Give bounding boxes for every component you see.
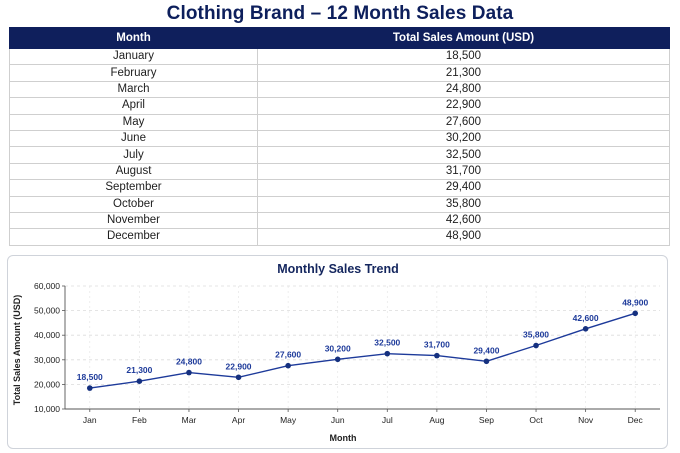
data-label: 32,500 — [374, 338, 400, 348]
table-row: December 48,900 — [9, 228, 670, 246]
data-point — [86, 385, 93, 391]
x-tick-label: Jul — [382, 415, 393, 425]
data-point — [235, 374, 242, 381]
data-label: 22,900 — [226, 361, 252, 371]
x-tick-label: Nov — [578, 415, 594, 425]
table-row: July 32,500 — [9, 146, 670, 164]
month-cell: November — [9, 211, 258, 230]
data-label: 42,600 — [573, 313, 599, 323]
month-cell: March — [9, 80, 258, 99]
sales-cell: 42,600 — [257, 211, 670, 230]
month-cell: July — [9, 146, 258, 164]
data-label: 35,800 — [523, 330, 549, 340]
table-row: June 30,200 — [9, 129, 670, 148]
x-axis-label: Month — [330, 433, 357, 443]
data-label: 31,700 — [424, 340, 450, 350]
data-point — [334, 356, 341, 363]
table-row: September 29,400 — [9, 179, 670, 197]
table-row: August 31,700 — [9, 162, 670, 181]
x-tick-label: Jan — [83, 415, 97, 425]
y-tick-label: 30,000 — [34, 355, 60, 365]
table-row: May 27,600 — [9, 113, 670, 131]
grid-layer — [65, 285, 660, 409]
month-column-header: Month — [9, 27, 258, 49]
month-cell: October — [9, 195, 258, 213]
y-tick-label: 50,000 — [34, 306, 60, 316]
y-tick-label: 60,000 — [34, 281, 60, 291]
page-title: Clothing Brand – 12 Month Sales Data — [166, 3, 514, 24]
sales-cell: 48,900 — [257, 228, 670, 246]
month-cell: September — [9, 179, 258, 197]
data-label: 29,400 — [473, 345, 499, 355]
month-cell: December — [9, 228, 258, 246]
y-tick-label: 20,000 — [34, 379, 60, 389]
data-point — [136, 378, 143, 385]
series-line — [89, 312, 636, 389]
data-point — [533, 342, 539, 349]
data-point — [582, 326, 589, 332]
sales-cell: 27,600 — [257, 113, 670, 131]
month-cell: January — [9, 47, 258, 66]
sales-cell: 30,200 — [257, 129, 670, 148]
sales-cell: 22,900 — [257, 97, 670, 115]
x-tick-label: Dec — [628, 415, 644, 425]
data-label: 48,900 — [622, 297, 648, 307]
data-point — [384, 350, 391, 357]
month-cell: February — [9, 64, 258, 82]
table-body: January 18,500 February 21,300 March 24,800 Ap… — [9, 47, 670, 246]
data-point — [632, 310, 639, 317]
data-label: 24,800 — [176, 357, 202, 367]
data-label: 21,300 — [126, 365, 152, 375]
sales-cell: 29,400 — [257, 179, 670, 197]
table-row: February 21,300 — [9, 64, 670, 82]
table-header-row: Month Total Sales Amount (USD) — [9, 27, 670, 49]
series-layer: 18,500 21,300 24,800 22,900 27,600 30,200 32,5… — [77, 297, 648, 391]
data-label: 18,500 — [77, 372, 103, 382]
table-row: November 42,600 — [9, 211, 670, 230]
month-cell: April — [9, 97, 258, 115]
x-tick-label: Oct — [529, 415, 543, 425]
chart-title: Monthly Sales Trend — [277, 262, 399, 276]
x-tick-label: Sep — [479, 415, 494, 425]
sales-cell: 32,500 — [257, 146, 670, 164]
month-cell: May — [9, 113, 258, 131]
sales-cell: 24,800 — [257, 80, 670, 99]
axis-layer: 10,000 20,000 30,000 40,000 50,000 60,000 Jan F… — [34, 281, 660, 425]
y-tick-label: 40,000 — [34, 330, 60, 340]
data-point — [186, 369, 192, 376]
x-tick-label: May — [280, 415, 297, 425]
sales-table: Month Total Sales Amount (USD) January 18… — [9, 27, 670, 246]
data-point — [483, 358, 490, 365]
table-row: March 24,800 — [9, 80, 670, 99]
y-axis-label: Total Sales Amount (USD) — [12, 295, 22, 406]
sales-column-header: Total Sales Amount (USD) — [257, 27, 670, 49]
table-row: April 22,900 — [9, 97, 670, 115]
data-point — [285, 362, 291, 369]
x-tick-label: Feb — [132, 415, 147, 425]
data-point — [434, 352, 440, 359]
x-tick-label: Apr — [232, 415, 245, 425]
sales-cell: 35,800 — [257, 195, 670, 213]
data-label: 30,200 — [325, 343, 351, 353]
sales-cell: 31,700 — [257, 162, 670, 181]
data-label: 27,600 — [275, 350, 301, 360]
sales-cell: 18,500 — [257, 47, 670, 66]
x-tick-label: Mar — [182, 415, 197, 425]
month-cell: June — [9, 129, 258, 148]
chart-panel: Monthly Sales Trend Month Total Sales Am… — [7, 255, 668, 449]
x-tick-label: Aug — [429, 415, 444, 425]
table-row: January 18,500 — [9, 47, 670, 66]
x-tick-label: Jun — [331, 415, 345, 425]
sales-cell: 21,300 — [257, 64, 670, 82]
y-tick-label: 10,000 — [34, 404, 60, 414]
month-cell: August — [9, 162, 258, 181]
table-row: October 35,800 — [9, 195, 670, 213]
sales-trend-chart: Monthly Sales Trend Month Total Sales Am… — [12, 262, 660, 443]
